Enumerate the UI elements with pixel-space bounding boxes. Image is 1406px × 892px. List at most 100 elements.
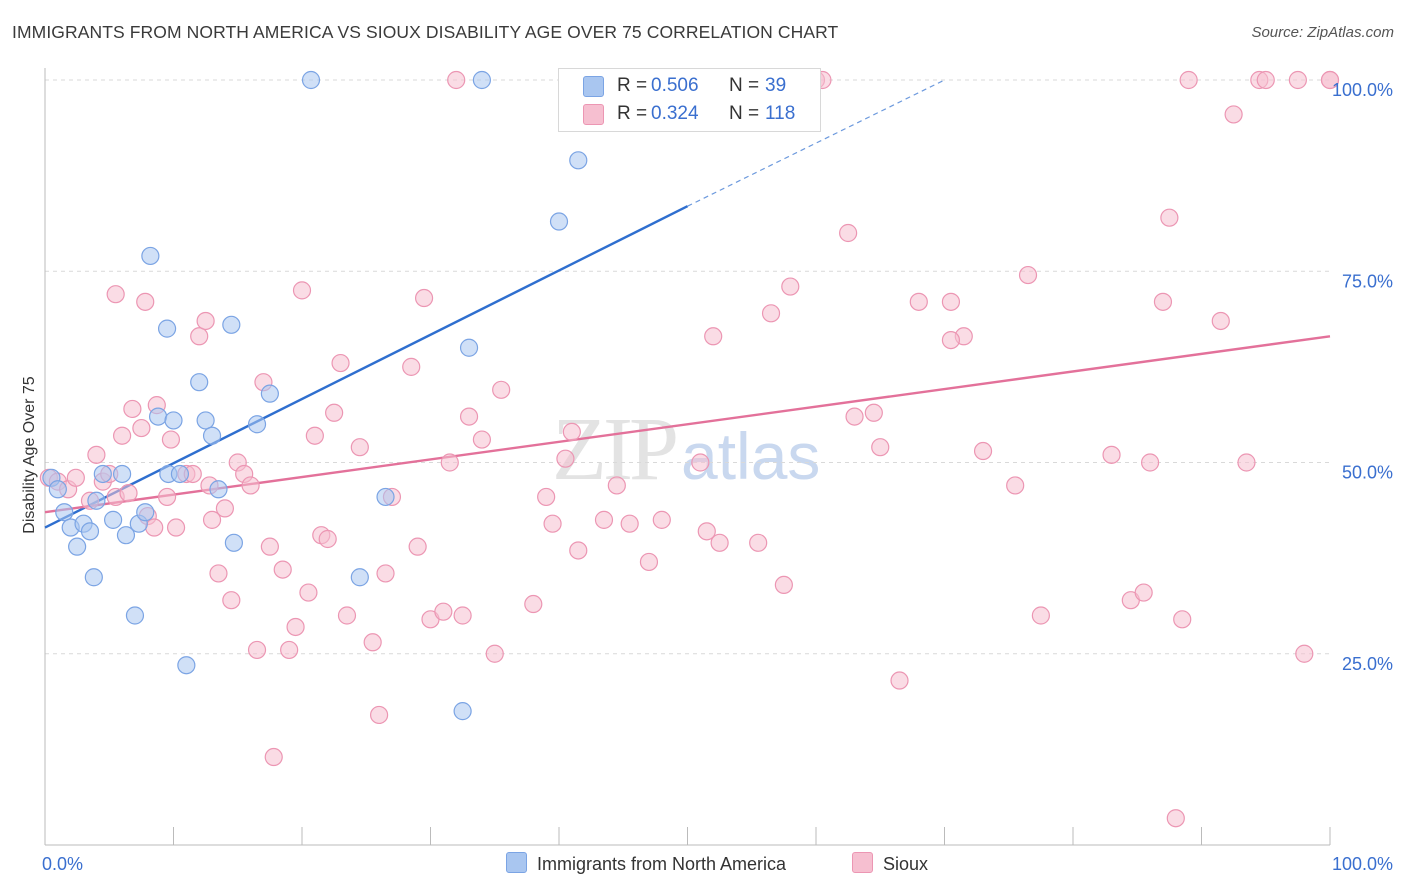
point-sioux	[691, 453, 710, 472]
point-sioux	[524, 594, 543, 614]
point-sioux	[453, 606, 472, 625]
point-sioux	[890, 671, 909, 690]
trend-line-immigrants	[44, 205, 689, 529]
point-sioux	[299, 583, 318, 602]
point-sioux	[190, 327, 209, 346]
point-sioux	[350, 438, 369, 457]
point-sioux	[1031, 606, 1050, 625]
point-sioux	[973, 441, 993, 461]
x-tick-label: 0.0%	[42, 854, 83, 874]
point-sioux	[414, 288, 434, 308]
point-immigrants	[84, 568, 103, 587]
point-immigrants	[350, 568, 369, 587]
point-sioux	[1179, 70, 1198, 90]
n-value: 118	[765, 103, 796, 124]
point-sioux	[202, 510, 222, 529]
point-sioux	[607, 476, 626, 495]
point-immigrants	[55, 503, 74, 522]
point-sioux	[331, 353, 350, 373]
point-sioux	[123, 399, 142, 419]
point-sioux	[447, 70, 466, 90]
point-immigrants	[376, 487, 395, 507]
point-sioux	[363, 633, 382, 652]
point-immigrants	[549, 212, 569, 231]
point-sioux	[492, 380, 511, 399]
y-tick-label: 25.0%	[1342, 654, 1393, 674]
point-immigrants	[472, 70, 491, 90]
point-sioux	[112, 426, 132, 445]
point-sioux	[119, 484, 138, 503]
point-sioux	[1018, 265, 1038, 285]
r-label: R =	[617, 75, 648, 96]
point-sioux	[864, 403, 883, 422]
point-sioux	[376, 564, 395, 583]
point-sioux	[402, 357, 421, 376]
point-sioux	[839, 223, 858, 243]
point-immigrants	[196, 411, 215, 430]
y-tick-label: 75.0%	[1342, 271, 1393, 291]
point-immigrants	[116, 526, 136, 545]
point-sioux	[710, 533, 729, 552]
point-sioux	[87, 445, 106, 464]
trend-line-sioux	[44, 335, 1331, 514]
point-sioux	[774, 575, 793, 595]
r-value: 0.506	[651, 75, 699, 96]
point-sioux	[66, 468, 85, 487]
y-tick-label: 50.0%	[1342, 463, 1393, 483]
point-sioux	[537, 487, 556, 507]
point-sioux	[337, 606, 357, 625]
legend-item-immigrants[interactable]: Immigrants from North America	[506, 852, 786, 875]
point-sioux	[440, 453, 459, 472]
y-axis-label: Disability Age Over 75	[21, 376, 38, 534]
point-sioux	[209, 564, 228, 583]
point-immigrants	[177, 656, 196, 675]
legend-label: Sioux	[883, 854, 929, 874]
point-sioux	[594, 510, 614, 529]
stats-swatch-blue	[583, 76, 604, 97]
point-sioux	[562, 422, 581, 441]
point-sioux	[459, 407, 479, 426]
point-sioux	[136, 292, 155, 311]
point-sioux	[106, 285, 125, 304]
point-sioux	[1295, 644, 1314, 663]
point-immigrants	[112, 464, 132, 484]
point-immigrants	[80, 522, 100, 541]
stats-swatch-pink	[583, 104, 604, 125]
axes	[44, 68, 1331, 846]
point-sioux	[749, 533, 768, 552]
point-immigrants	[569, 151, 588, 170]
legend-swatch-blue	[506, 852, 527, 873]
point-immigrants	[453, 702, 472, 721]
point-sioux	[247, 640, 267, 660]
data-points	[39, 70, 1340, 828]
point-sioux	[264, 747, 283, 767]
legend-item-sioux[interactable]: Sioux	[852, 852, 928, 875]
point-immigrants	[190, 373, 209, 392]
point-sioux	[639, 552, 659, 572]
point-sioux	[485, 644, 504, 663]
point-immigrants	[141, 246, 160, 266]
point-sioux	[260, 537, 279, 556]
point-sioux	[1134, 583, 1153, 602]
point-sioux	[1160, 208, 1179, 227]
point-sioux	[871, 438, 890, 457]
point-sioux	[325, 403, 344, 422]
point-sioux	[845, 407, 864, 426]
point-sioux	[273, 560, 292, 579]
point-sioux	[472, 430, 491, 449]
point-immigrants	[148, 407, 168, 426]
x-tick-label: 100.0%	[1332, 854, 1393, 874]
point-sioux	[1237, 453, 1256, 472]
point-immigrants	[164, 411, 183, 430]
point-sioux	[166, 518, 186, 537]
r-value: 0.324	[651, 103, 699, 124]
point-sioux	[1166, 809, 1185, 828]
point-sioux	[620, 514, 639, 533]
point-sioux	[909, 292, 928, 311]
point-sioux	[196, 311, 215, 331]
point-sioux	[1256, 70, 1275, 90]
point-immigrants	[68, 537, 87, 556]
point-immigrants	[209, 480, 228, 499]
point-sioux	[434, 602, 453, 621]
